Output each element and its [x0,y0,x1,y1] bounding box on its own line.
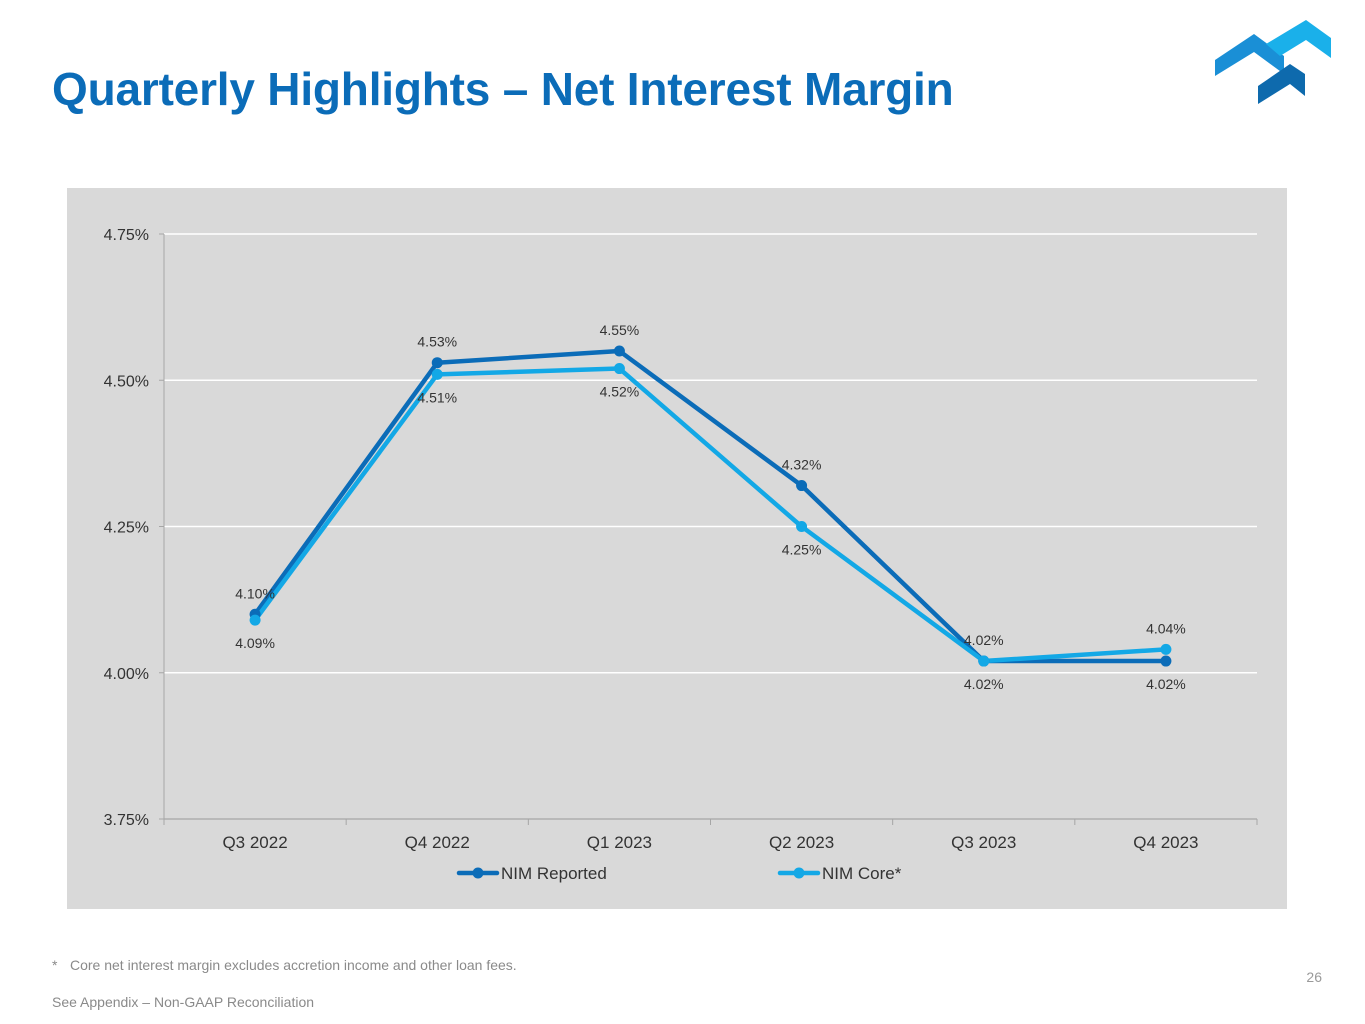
nim-core-data-label: 4.09% [235,635,275,651]
company-logo-icon [1215,20,1331,104]
nim-reported-data-label: 4.10% [235,585,275,601]
y-tick-label: 4.25% [104,520,149,537]
nim-core-point [796,521,808,532]
footnote-text: Core net interest margin excludes accret… [70,957,517,973]
nim-reported-point [613,345,625,357]
nim-core-point [978,655,990,667]
y-tick-label: 3.75% [104,812,149,829]
x-tick-label: Q4 2023 [1133,833,1198,852]
footnote-marker: * [52,957,58,973]
nim-reported-data-label: 4.55% [600,322,640,338]
nim-reported-point [431,357,443,369]
nim-reported-data-label: 4.02% [964,632,1004,648]
x-tick-label: Q3 2022 [222,833,287,852]
logo-dark-chevron [1258,64,1305,104]
nim-core-point [431,368,443,380]
y-tick-label: 4.00% [104,666,149,683]
x-tick-label: Q1 2023 [587,833,652,852]
nim-core-legend-label: NIM Core* [822,864,902,883]
logo-light-chevron [1266,20,1331,58]
nim-reported-data-label: 4.32% [782,457,822,473]
nim-chart-panel: 3.75% 4.00% 4.25% 4.50% 4.75% Q3 2022 Q4 2022 Q… [67,188,1287,909]
x-tick-label: Q2 2023 [769,833,834,852]
nim-reported-point [1160,655,1172,667]
nim-core-data-label: 4.25% [782,542,822,558]
nim-core-data-label: 4.02% [964,676,1004,692]
nim-reported-line [252,348,1169,664]
nim-reported-legend-swatch-marker [472,867,484,879]
nim-core-data-label: 4.52% [600,384,640,400]
nim-core-legend-swatch-marker [793,867,805,879]
nim-core-line [252,366,1169,664]
y-tick-label: 4.75% [104,227,149,244]
slide-title: Quarterly Highlights – Net Interest Marg… [52,63,954,115]
page-number: 26 [1306,969,1322,985]
y-tick-label: 4.50% [104,373,149,390]
appendix-note: See Appendix – Non-GAAP Reconciliation [52,994,315,1010]
nim-reported-point [796,480,808,492]
nim-reported-legend-label: NIM Reported [501,864,607,883]
nim-core-data-label: 4.51% [417,389,457,405]
core-nim-footnote: * Core net interest margin excludes accre… [52,957,517,973]
nim-core-point [613,363,625,375]
nim-core-point [1160,643,1172,655]
nim-core-point [249,614,261,626]
nim-line-chart: 3.75% 4.00% 4.25% 4.50% 4.75% Q3 2022 Q4 2022 Q… [104,227,1258,883]
nim-reported-data-label: 4.02% [1146,676,1186,692]
nim-core-data-label: 4.04% [1146,620,1186,636]
x-tick-label: Q4 2022 [405,833,470,852]
nim-reported-data-label: 4.53% [417,334,457,350]
x-tick-label: Q3 2023 [951,833,1016,852]
